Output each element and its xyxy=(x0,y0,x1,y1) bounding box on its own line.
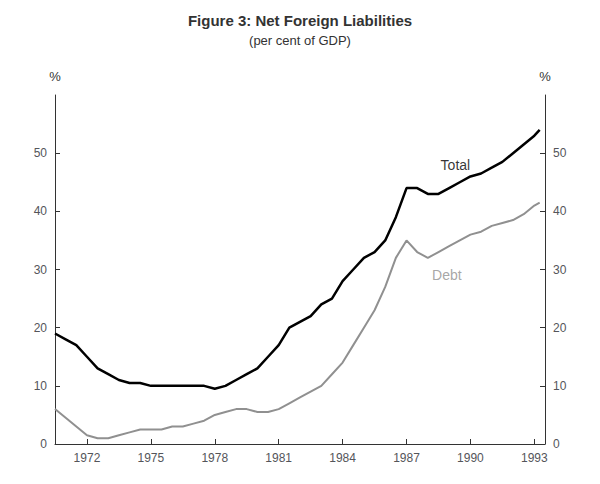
svg-text:40: 40 xyxy=(553,204,567,218)
svg-text:1984: 1984 xyxy=(329,451,356,465)
svg-text:Debt: Debt xyxy=(432,267,462,283)
svg-text:10: 10 xyxy=(553,379,567,393)
svg-text:30: 30 xyxy=(553,263,567,277)
svg-text:(per cent of GDP): (per cent of GDP) xyxy=(249,33,351,48)
svg-text:50: 50 xyxy=(34,146,48,160)
svg-text:30: 30 xyxy=(34,263,48,277)
svg-text:1975: 1975 xyxy=(138,451,165,465)
svg-text:10: 10 xyxy=(34,379,48,393)
svg-text:50: 50 xyxy=(553,146,567,160)
svg-text:1972: 1972 xyxy=(74,451,101,465)
svg-text:1993: 1993 xyxy=(521,451,548,465)
svg-text:Total: Total xyxy=(441,157,471,173)
svg-text:1990: 1990 xyxy=(457,451,484,465)
svg-text:Figure 3: Net Foreign Liabilit: Figure 3: Net Foreign Liabilities xyxy=(188,12,412,29)
svg-text:%: % xyxy=(539,69,551,84)
svg-text:20: 20 xyxy=(34,321,48,335)
svg-text:0: 0 xyxy=(553,437,560,451)
svg-text:1978: 1978 xyxy=(201,451,228,465)
svg-text:0: 0 xyxy=(40,437,47,451)
svg-text:%: % xyxy=(49,69,61,84)
svg-text:20: 20 xyxy=(553,321,567,335)
svg-text:1981: 1981 xyxy=(265,451,292,465)
svg-text:1987: 1987 xyxy=(393,451,420,465)
svg-text:40: 40 xyxy=(34,204,48,218)
